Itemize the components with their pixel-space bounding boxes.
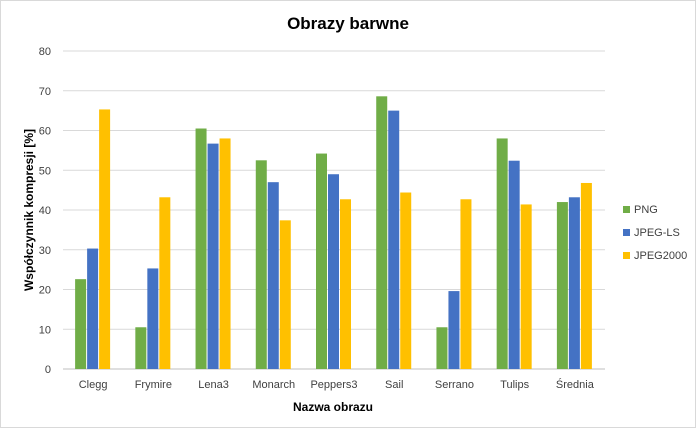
- bar-jpeg2000-peppers3: [340, 199, 351, 369]
- bar-png-tulips: [496, 138, 508, 369]
- y-tick-label: 40: [39, 205, 51, 217]
- bar-jpeg2000-lena3: [219, 138, 231, 369]
- bar-jpeg2000-serrano: [460, 199, 472, 369]
- bar-jpeg2000-średnia: [580, 182, 592, 369]
- bar-png-monarch: [255, 160, 267, 369]
- y-tick-label: 10: [39, 324, 51, 336]
- x-axis-ticks: Clegg Frymire Lena3 Monarch Peppers3 Sail Serr…: [79, 378, 595, 391]
- legend-swatch-png: [623, 206, 630, 213]
- bar-jpeg-ls-serrano: [448, 291, 460, 369]
- bar-jpeg2000-clegg: [99, 109, 111, 370]
- y-axis-title: Współczynnik kompresji [%]: [22, 129, 36, 291]
- legend: PNG JPEG-LS JPEG2000: [623, 204, 687, 262]
- x-axis-title: Nazwa obrazu: [293, 400, 373, 414]
- x-tick-label: Peppers3: [310, 379, 357, 391]
- y-tick-label: 80: [39, 46, 51, 58]
- bar-jpeg2000-frymire: [159, 197, 171, 369]
- bar-jpeg-ls-tulips: [508, 160, 520, 369]
- x-tick-label: Clegg: [79, 379, 108, 391]
- bar-png-lena3: [195, 128, 207, 369]
- bar-png-serrano: [436, 327, 448, 369]
- legend-label: PNG: [634, 204, 658, 216]
- y-tick-label: 30: [39, 245, 51, 257]
- x-tick-label: Lena3: [198, 379, 229, 391]
- x-tick-label: Sail: [385, 379, 403, 391]
- legend-swatch-jpeg2000: [623, 252, 630, 259]
- bar-png-średnia: [556, 202, 568, 369]
- x-tick-label: Monarch: [252, 379, 295, 391]
- y-tick-label: 50: [39, 165, 51, 177]
- bar-jpeg-ls-monarch: [267, 182, 279, 369]
- bars: [75, 96, 592, 370]
- bar-jpeg2000-monarch: [279, 220, 291, 369]
- bar-jpeg-ls-peppers3: [328, 174, 339, 369]
- y-tick-label: 0: [45, 364, 51, 376]
- bar-jpeg-ls-clegg: [87, 248, 99, 369]
- chart-title: Obrazy barwne: [287, 14, 409, 33]
- bar-jpeg2000-sail: [400, 192, 412, 369]
- bar-jpeg-ls-frymire: [147, 268, 159, 369]
- y-tick-label: 70: [39, 86, 51, 98]
- bar-jpeg-ls-sail: [388, 110, 400, 369]
- bar-png-sail: [376, 96, 388, 369]
- bar-jpeg-ls-lena3: [207, 143, 219, 369]
- x-tick-label: Serrano: [435, 379, 474, 391]
- legend-label: JPEG2000: [634, 250, 687, 262]
- bar-png-frymire: [135, 327, 147, 369]
- legend-swatch-jpeg-ls: [623, 229, 630, 236]
- y-tick-label: 20: [39, 285, 51, 297]
- x-tick-label: Średnia: [556, 378, 595, 391]
- y-tick-label: 60: [39, 126, 51, 138]
- bar-png-clegg: [75, 279, 87, 369]
- bar-jpeg2000-tulips: [520, 204, 532, 369]
- bar-jpeg-ls-średnia: [568, 197, 580, 369]
- x-tick-label: Frymire: [135, 379, 172, 391]
- legend-label: JPEG-LS: [634, 227, 680, 239]
- y-axis-ticks: 0 10 20 30 40 50 60 70 80: [39, 46, 51, 376]
- x-tick-label: Tulips: [500, 379, 529, 391]
- bar-png-peppers3: [316, 153, 327, 369]
